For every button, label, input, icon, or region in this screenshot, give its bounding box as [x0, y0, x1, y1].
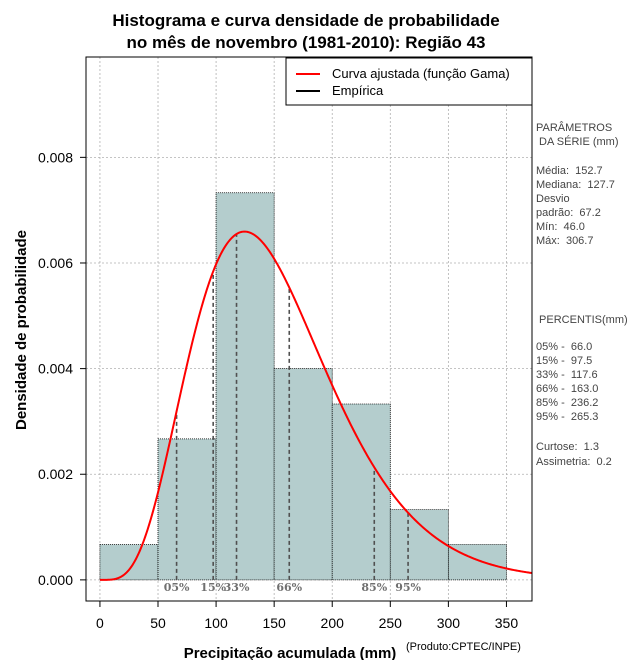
histogram-bar-100-150 [215, 192, 275, 581]
y-tick-label-0: 0.000 [38, 572, 73, 588]
y-tick-label-1: 0.002 [38, 466, 73, 482]
percentil-66: 66% - 163.0 [536, 383, 599, 395]
y-tick-label-2: 0.004 [38, 361, 73, 377]
percentis-title: PERCENTIS(mm) [536, 314, 628, 326]
y-axis-ticks: 0.000 0.002 0.004 0.006 0.008 [38, 149, 86, 588]
x-axis-ticks: 0 50 100 150 200 250 300 350 [96, 601, 518, 631]
params-subtitle: DA SÉRIE (mm) [536, 136, 619, 148]
chart-title-line-2: no mês de novembro (1981-2010): Região 4… [126, 33, 485, 52]
histogram-bar-50-100 [157, 438, 217, 581]
percentile-label-33: 33% [224, 581, 250, 594]
param-max: Máx: 306.7 [536, 235, 594, 247]
histogram-bars [99, 192, 507, 581]
x-tick-label-300: 300 [437, 615, 461, 631]
legend: Curva ajustada (função Gama) Empírica [285, 57, 533, 106]
histogram-bar-150-200 [273, 368, 333, 581]
x-tick-label-350: 350 [495, 615, 519, 631]
x-tick-label-150: 150 [262, 615, 286, 631]
credit-text: (Produto:CPTEC/INPE) [406, 641, 521, 653]
param-desvio-label: Desvio [536, 193, 570, 205]
x-axis-label: Precipitação acumulada (mm) [184, 645, 397, 660]
plot-frame [85, 56, 533, 602]
y-tick-label-3: 0.006 [38, 255, 73, 271]
percentil-85: 85% - 236.2 [536, 397, 599, 409]
histogram-bar-250-300 [389, 509, 449, 581]
x-tick-label-50: 50 [150, 615, 166, 631]
histogram-bar-0-50 [99, 544, 159, 581]
chart-title-line-1: Histograma e curva densidade de probabil… [112, 11, 499, 30]
param-mediana: Mediana: 127.7 [536, 179, 615, 191]
y-tick-label-4: 0.008 [38, 149, 73, 165]
gamma-fit-curve [99, 230, 533, 581]
percentil-15: 15% - 97.5 [536, 355, 593, 367]
legend-box [285, 57, 533, 106]
param-media: Média: 152.7 [536, 165, 603, 177]
legend-label-empirical: Empírica [332, 83, 384, 98]
percentil-05: 05% - 66.0 [536, 341, 593, 353]
x-tick-label-0: 0 [96, 615, 104, 631]
legend-label-curve: Curva ajustada (função Gama) [332, 66, 510, 81]
percentil-33: 33% - 117.6 [536, 369, 598, 381]
x-tick-label-250: 250 [379, 615, 403, 631]
stat-assimetria: Assimetria: 0.2 [536, 456, 612, 468]
percentile-labels: 05% 15%33% 66% 85% 95% [164, 581, 422, 594]
param-min: Mín: 46.0 [536, 221, 585, 233]
percentile-label-66: 66% [276, 581, 302, 594]
y-axis-label: Densidade de probabilidade [13, 230, 30, 430]
percentile-label-05: 05% [164, 581, 190, 594]
percentile-label-15: 15% [200, 581, 226, 594]
params-title: PARÂMETROS [536, 122, 613, 134]
param-desvio-padrao: padrão: 67.2 [536, 207, 601, 219]
histogram-bar-200-250 [331, 403, 391, 581]
x-tick-label-200: 200 [321, 615, 345, 631]
percentile-label-85: 85% [361, 581, 387, 594]
percentile-lines [175, 234, 409, 580]
histogram-bar-300-350 [447, 544, 507, 581]
stat-curtose: Curtose: 1.3 [536, 441, 599, 453]
x-tick-label-100: 100 [204, 615, 228, 631]
percentile-label-95: 95% [395, 581, 421, 594]
percentil-95: 95% - 265.3 [536, 411, 599, 423]
